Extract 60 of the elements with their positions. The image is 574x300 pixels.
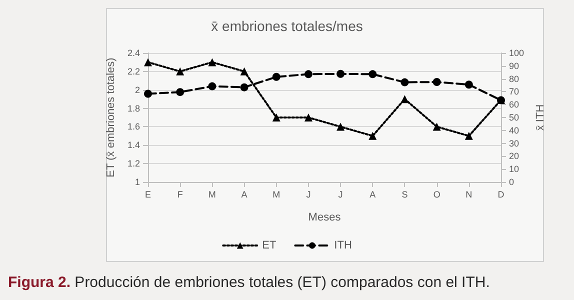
x-tick-label: J xyxy=(306,190,311,200)
point xyxy=(464,132,473,140)
y-tick-label: 1 xyxy=(134,177,140,187)
y2-tick-label: 50 xyxy=(509,112,520,122)
point xyxy=(368,70,377,78)
x-tick-label: M xyxy=(208,190,216,200)
y2-axis-title: x̄ ITH xyxy=(534,104,546,131)
chart-title: x̄ embriones totales/mes xyxy=(211,18,363,34)
point xyxy=(176,67,184,76)
x-tick-label: O xyxy=(433,190,440,200)
y2-tick-label: 70 xyxy=(509,86,520,97)
x-tick-label: J xyxy=(338,190,343,200)
x-tick-label: A xyxy=(370,190,376,200)
point xyxy=(144,58,152,66)
y2-tick-label: 80 xyxy=(509,74,520,84)
x-tick-label: M xyxy=(272,190,280,200)
point xyxy=(272,114,280,122)
y-axis-title: ET (x̄ embriones totales) xyxy=(105,58,118,178)
point xyxy=(432,122,441,131)
y2-tick-label: 30 xyxy=(509,138,520,148)
x-tick-label: N xyxy=(466,190,472,200)
point xyxy=(240,67,248,76)
point xyxy=(304,114,312,122)
text: Figura 2. Producción de embriones totales (ET) comparados con el ITH. xyxy=(8,274,490,291)
y2-tick-label: 20 xyxy=(509,151,520,162)
y-tick-label: 1.4 xyxy=(127,140,140,150)
y-tick-label: 1.8 xyxy=(127,103,140,114)
point xyxy=(240,83,248,92)
point xyxy=(432,78,441,86)
point xyxy=(336,122,345,131)
point xyxy=(400,95,409,104)
y-tick-label: 2 xyxy=(134,84,140,95)
point xyxy=(336,70,345,78)
point xyxy=(368,132,377,140)
y2-tick-label: 0 xyxy=(509,177,514,187)
y2-tick-label: 60 xyxy=(509,100,520,110)
x-tick-label: A xyxy=(241,190,248,200)
legend-label: ET xyxy=(262,240,276,252)
y2-tick-label: 90 xyxy=(509,60,520,71)
x-axis-title: Meses xyxy=(308,212,342,224)
point xyxy=(208,82,216,90)
point xyxy=(176,88,184,96)
y-tick-label: 2.4 xyxy=(127,48,140,58)
x-tick-label: F xyxy=(177,190,184,200)
point xyxy=(208,58,216,66)
y2-tick-label: 10 xyxy=(509,164,520,174)
point xyxy=(144,90,152,98)
legend-label: ITH xyxy=(334,240,352,252)
point xyxy=(304,70,312,78)
y-tick-label: 1.6 xyxy=(127,122,140,132)
x-tick-label: S xyxy=(402,190,408,200)
point xyxy=(272,72,280,81)
y2-tick-label: 100 xyxy=(509,48,524,58)
point xyxy=(400,78,409,86)
y-tick-label: 1.2 xyxy=(127,158,140,169)
y2-tick-label: 40 xyxy=(509,125,520,136)
x-tick-label: D xyxy=(498,190,505,200)
x-tick-label: E xyxy=(144,190,152,200)
y-tick-label: 2.2 xyxy=(127,66,140,76)
point xyxy=(464,80,473,89)
